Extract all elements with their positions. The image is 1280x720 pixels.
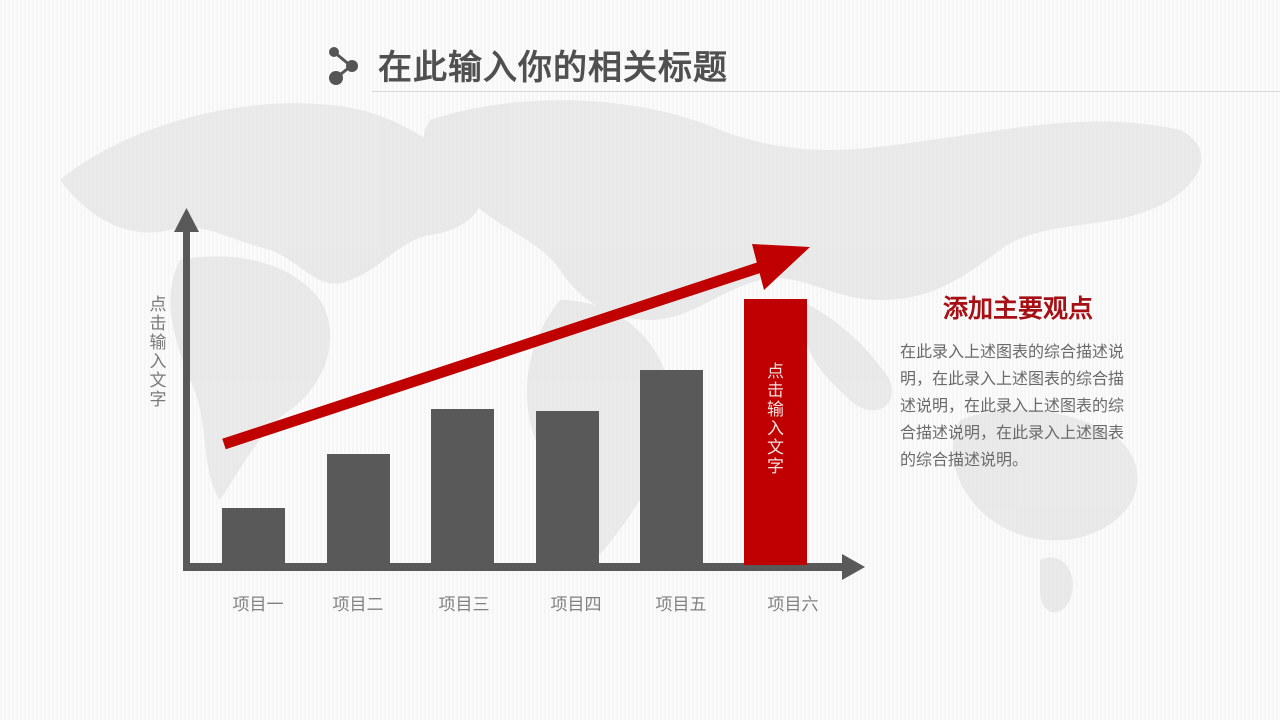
x-label-3: 项目三	[438, 595, 490, 615]
x-label-4: 项目四	[550, 595, 602, 615]
trend-arrow-shaft	[222, 258, 772, 450]
y-axis-label: 点击输入文字	[149, 295, 167, 410]
bar-item-2	[327, 454, 390, 565]
key-point-description: 在此录入上述图表的综合描述说明，在此录入上述图表的综合描述说明，在此录入上述图表…	[900, 342, 1125, 469]
bar-item-1	[222, 508, 285, 565]
title-divider	[372, 91, 1280, 92]
trend-arrow-icon	[752, 244, 810, 290]
x-label-5: 项目五	[655, 595, 707, 615]
highlight-bar-label[interactable]: 点击输入文字	[767, 362, 784, 477]
bar-item-3	[431, 409, 494, 565]
bar-item-5	[640, 370, 703, 565]
x-axis-arrow-icon	[842, 554, 865, 580]
x-label-1: 项目一	[232, 595, 284, 615]
x-label-2: 项目二	[332, 595, 384, 615]
x-label-6: 项目六	[767, 595, 819, 615]
y-axis-arrow-icon	[174, 208, 199, 232]
bar-item-4	[536, 411, 599, 565]
page-title: 在此输入你的相关标题	[378, 48, 728, 88]
share-node-icon	[329, 47, 358, 85]
x-axis	[183, 563, 843, 571]
key-point-title: 添加主要观点	[943, 294, 1094, 323]
y-axis	[183, 230, 190, 571]
bar-item-6-highlight: 点击输入文字	[744, 299, 807, 565]
